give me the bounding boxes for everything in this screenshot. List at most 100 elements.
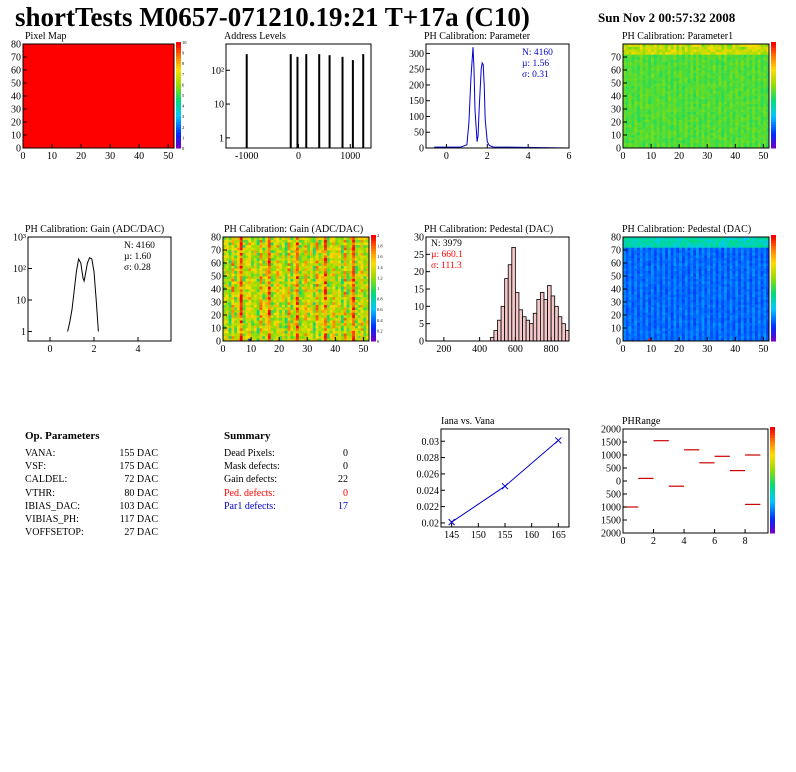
gain-map-cell — [318, 302, 322, 305]
ph-param1-cell — [656, 124, 660, 128]
ph-param1-cell — [735, 51, 739, 55]
gain-map-cell — [228, 281, 232, 285]
gain-map-cell — [349, 330, 353, 334]
ph-param-y-tick-label: 200 — [409, 80, 424, 91]
ph-param1-cell — [754, 101, 759, 105]
gain-map-cell — [276, 289, 280, 292]
gain-map-cell — [267, 299, 272, 303]
gain-map-cell — [259, 278, 263, 282]
ph-param1-cell — [670, 116, 674, 120]
gain-map-cell — [279, 276, 283, 279]
ph-param1-cell — [690, 85, 694, 89]
ph-param1-cell — [653, 114, 657, 118]
ph-param1-cell — [656, 90, 660, 94]
ph-param1-cell — [707, 67, 711, 71]
ph-param1-cell — [639, 64, 643, 68]
ph-param1-cell — [628, 51, 632, 55]
ph-param1-cell — [667, 109, 672, 112]
pedestal-map-cell — [653, 309, 657, 313]
gain-map-cell — [354, 244, 359, 248]
gain-map-cell — [251, 281, 255, 285]
ph-param1-cell — [732, 145, 736, 149]
ph-param1-cell — [679, 106, 683, 110]
ph-param1-cell — [729, 46, 733, 50]
ph-param1-cell — [707, 75, 711, 79]
ph-param1-cell — [673, 67, 677, 71]
ph-param1-scale-bin — [771, 116, 776, 120]
gain-map-cell — [279, 244, 283, 248]
gain-map-cell — [352, 330, 356, 334]
gain-map-cell — [273, 320, 277, 324]
gain-map-scale-label: 1.6 — [377, 254, 383, 259]
ph-param1-cell — [749, 46, 753, 50]
gain-map-cell — [343, 270, 347, 274]
gain-map-cell — [304, 317, 308, 321]
ph-param1-cell — [665, 51, 669, 55]
ph-param1-cell — [704, 116, 708, 120]
ph-param1-cell — [726, 59, 730, 63]
gain-map-cell — [340, 255, 345, 259]
ph-param1-cell — [721, 129, 725, 133]
gain-map-scale-label: 0 — [377, 339, 380, 344]
gain-map-cell — [279, 257, 283, 261]
ph-param1-cell — [704, 132, 708, 136]
gain-map-cell — [312, 291, 316, 295]
ph-param1-cell — [726, 122, 730, 125]
gain-map-cell — [343, 328, 347, 331]
ph-param1-cell — [656, 49, 660, 53]
gain-map-cell — [326, 309, 330, 313]
pedestal-map-cell — [625, 312, 629, 316]
gain-map-cell — [270, 239, 274, 243]
ph-param1-cell — [662, 111, 666, 115]
ph-param1-cell — [690, 67, 694, 71]
ph-param1-cell — [760, 83, 764, 86]
gain-map-cell — [340, 239, 345, 243]
pedestal-map-cell — [634, 317, 638, 321]
pedestal-map-cell — [651, 286, 655, 290]
gain-map-cell — [290, 289, 294, 292]
gain-map-scale-bin — [371, 253, 376, 257]
gain-map-cell — [343, 294, 347, 298]
gain-map-cell — [296, 333, 300, 337]
ph-param1-cell — [698, 70, 702, 73]
ph-param1-cell — [662, 54, 666, 58]
gain-map-cell — [357, 283, 361, 287]
ph-param1-cell — [679, 85, 683, 89]
gain-map-cell — [338, 307, 342, 311]
gain-map-cell — [349, 244, 353, 248]
gain-map-cell — [293, 325, 297, 329]
ph-param1-cell — [648, 122, 652, 125]
gain-map-cell — [357, 291, 361, 295]
ph-param1-cell — [639, 101, 643, 105]
gain-map-cell — [245, 265, 249, 269]
pedestal-map-cell — [653, 338, 657, 342]
gain-map-cell — [237, 270, 241, 274]
gain-map-cell — [363, 315, 367, 318]
gain-map-cell — [270, 309, 274, 313]
ph-param1-cell — [726, 93, 730, 97]
gain-map-cell — [312, 270, 316, 274]
ph-param1-cell — [623, 122, 627, 125]
gain-map-cell — [301, 338, 305, 342]
ph-param1-cell — [757, 88, 761, 92]
ph-param1-cell — [690, 96, 694, 99]
ph-param1-cell — [676, 72, 680, 76]
ph-param1-cell — [743, 57, 747, 60]
ph-param1-cell — [757, 106, 761, 110]
ph-param1-cell — [763, 80, 767, 84]
ph-param1-cell — [729, 62, 733, 66]
ph-param1-cell — [625, 67, 629, 71]
ph-param1-cell — [718, 57, 722, 60]
gain-map-cell — [301, 268, 305, 272]
gain-map-cell — [321, 250, 325, 253]
ph-param1-cell — [693, 77, 697, 81]
ph-param1-cell — [760, 142, 764, 146]
ph-param1-cell — [631, 116, 635, 120]
ph-param1-cell — [693, 93, 697, 97]
ph-param1-cell — [648, 116, 652, 120]
ph-param1-cell — [670, 145, 674, 149]
gain-map-cell — [340, 333, 345, 337]
gain-map-cell — [310, 242, 314, 246]
pedestal-map-cell — [628, 302, 632, 305]
ph-param1-cell — [738, 119, 742, 123]
